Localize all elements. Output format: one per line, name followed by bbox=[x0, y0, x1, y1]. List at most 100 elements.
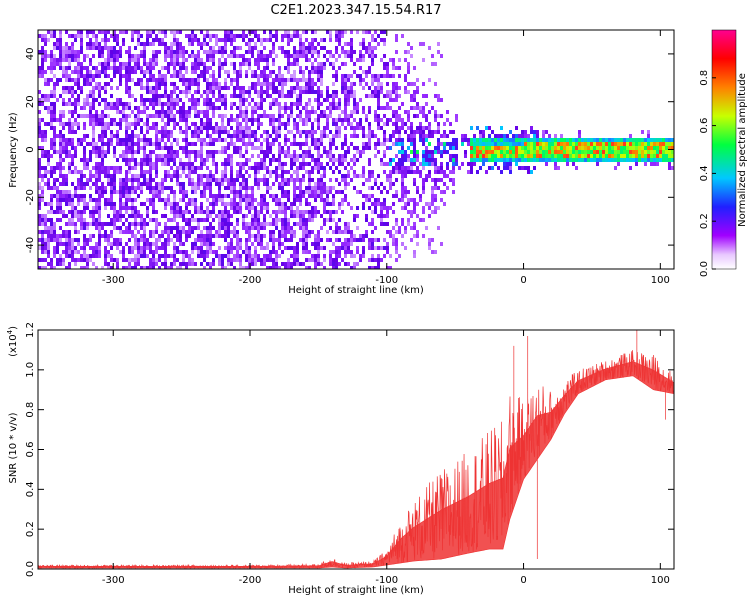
heatmap-cell bbox=[50, 146, 53, 150]
heatmap-cell bbox=[224, 254, 227, 258]
heatmap-cell bbox=[296, 106, 299, 110]
heatmap-cell bbox=[485, 138, 488, 142]
heatmap-cell bbox=[230, 114, 233, 118]
heatmap-cell bbox=[167, 202, 170, 206]
heatmap-cell bbox=[173, 150, 176, 154]
heatmap-cell bbox=[245, 70, 248, 74]
heatmap-cell bbox=[233, 70, 236, 74]
heatmap-cell bbox=[176, 110, 179, 114]
heatmap-cell bbox=[86, 254, 89, 258]
heatmap-cell bbox=[182, 262, 185, 266]
heatmap-cell bbox=[62, 66, 65, 70]
heatmap-cell bbox=[200, 58, 203, 62]
heatmap-cell bbox=[449, 142, 452, 146]
heatmap-cell bbox=[239, 66, 242, 70]
heatmap-cell bbox=[134, 82, 137, 86]
heatmap-cell bbox=[179, 130, 182, 134]
heatmap-cell bbox=[167, 102, 170, 106]
heatmap-cell bbox=[377, 94, 380, 98]
heatmap-cell bbox=[293, 170, 296, 174]
heatmap-cell bbox=[296, 198, 299, 202]
heatmap-cell bbox=[401, 138, 404, 142]
heatmap-cell bbox=[494, 154, 497, 158]
heatmap-cell bbox=[203, 238, 206, 242]
heatmap-cell bbox=[83, 210, 86, 214]
heatmap-cell bbox=[215, 194, 218, 198]
heatmap-cell bbox=[230, 166, 233, 170]
heatmap-cell bbox=[410, 214, 413, 218]
heatmap-cell bbox=[155, 98, 158, 102]
heatmap-cell bbox=[53, 134, 56, 138]
heatmap-cell bbox=[185, 254, 188, 258]
heatmap-cell bbox=[203, 142, 206, 146]
heatmap-cell bbox=[293, 214, 296, 218]
heatmap-cell bbox=[167, 230, 170, 234]
heatmap-cell bbox=[272, 142, 275, 146]
heatmap-cell bbox=[341, 198, 344, 202]
heatmap-cell bbox=[239, 94, 242, 98]
heatmap-cell bbox=[89, 178, 92, 182]
heatmap-cell bbox=[179, 162, 182, 166]
heatmap-cell bbox=[164, 238, 167, 242]
heatmap-cell bbox=[257, 230, 260, 234]
heatmap-cell bbox=[503, 142, 506, 146]
heatmap-cell bbox=[371, 210, 374, 214]
heatmap-cell bbox=[104, 122, 107, 126]
heatmap-cell bbox=[311, 166, 314, 170]
heatmap-cell bbox=[263, 162, 266, 166]
heatmap-cell bbox=[212, 150, 215, 154]
heatmap-cell bbox=[452, 166, 455, 170]
heatmap-cell bbox=[278, 70, 281, 74]
heatmap-cell bbox=[338, 114, 341, 118]
heatmap-cell bbox=[125, 82, 128, 86]
heatmap-cell bbox=[200, 74, 203, 78]
heatmap-cell bbox=[74, 250, 77, 254]
heatmap-cell bbox=[281, 242, 284, 246]
heatmap-cell bbox=[263, 254, 266, 258]
heatmap-cell bbox=[161, 134, 164, 138]
heatmap-cell bbox=[194, 130, 197, 134]
heatmap-cell bbox=[263, 166, 266, 170]
heatmap-cell bbox=[224, 46, 227, 50]
heatmap-cell bbox=[305, 78, 308, 82]
heatmap-cell bbox=[146, 82, 149, 86]
heatmap-cell bbox=[89, 122, 92, 126]
heatmap-cell bbox=[59, 210, 62, 214]
heatmap-cell bbox=[77, 82, 80, 86]
heatmap-cell bbox=[68, 266, 71, 269]
heatmap-cell bbox=[278, 162, 281, 166]
heatmap-cell bbox=[344, 50, 347, 54]
heatmap-cell bbox=[299, 98, 302, 102]
heatmap-cell bbox=[197, 74, 200, 78]
heatmap-cell bbox=[326, 50, 329, 54]
heatmap-cell bbox=[353, 106, 356, 110]
heatmap-cell bbox=[182, 170, 185, 174]
heatmap-cell bbox=[44, 242, 47, 246]
heatmap-cell bbox=[515, 154, 518, 158]
heatmap-cell bbox=[266, 190, 269, 194]
heatmap-cell bbox=[293, 34, 296, 38]
heatmap-cell bbox=[71, 50, 74, 54]
heatmap-cell bbox=[86, 202, 89, 206]
heatmap-cell bbox=[44, 174, 47, 178]
heatmap-cell bbox=[119, 210, 122, 214]
heatmap-cell bbox=[158, 246, 161, 250]
heatmap-cell bbox=[284, 206, 287, 210]
heatmap-cell bbox=[509, 158, 512, 162]
heatmap-cell bbox=[212, 74, 215, 78]
heatmap-cell bbox=[572, 138, 575, 142]
heatmap-cell bbox=[332, 198, 335, 202]
heatmap-cell bbox=[239, 174, 242, 178]
heatmap-cell bbox=[71, 254, 74, 258]
heatmap-cell bbox=[311, 170, 314, 174]
heatmap-cell bbox=[227, 226, 230, 230]
heatmap-cell bbox=[473, 134, 476, 138]
heatmap-cell bbox=[128, 122, 131, 126]
heatmap-cell bbox=[326, 58, 329, 62]
heatmap-cell bbox=[380, 162, 383, 166]
heatmap-cell bbox=[149, 182, 152, 186]
heatmap-cell bbox=[152, 166, 155, 170]
heatmap-cell bbox=[584, 142, 587, 146]
heatmap-cell bbox=[92, 174, 95, 178]
heatmap-cell bbox=[68, 162, 71, 166]
